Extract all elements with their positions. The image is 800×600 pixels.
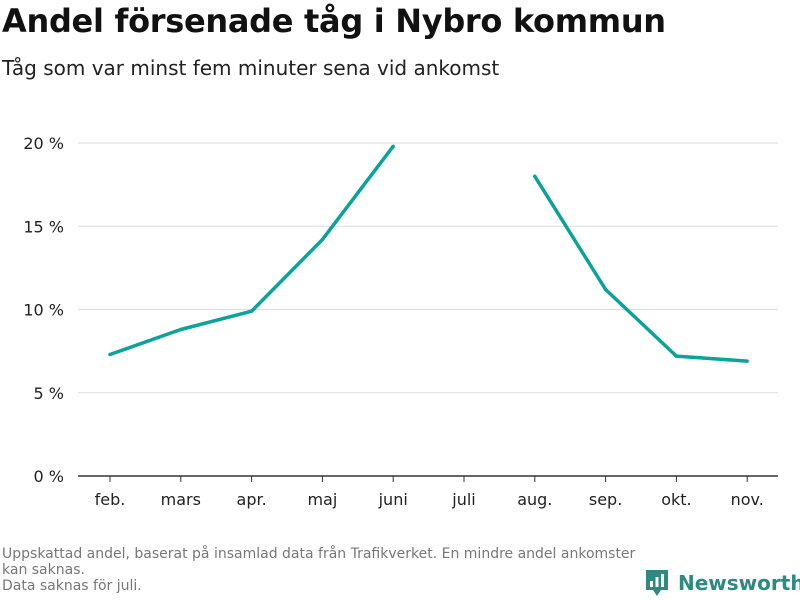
y-tick-label: 20 % [23,134,64,153]
x-tick-label: sep. [589,490,622,509]
data-point [179,327,183,332]
x-tick-label: apr. [237,490,267,509]
data-point [674,354,679,358]
data-point [603,287,608,292]
y-tick-label: 10 % [23,301,64,320]
x-tick-label: maj [307,490,337,509]
series-line-segment [533,175,748,363]
footnote-line-2: Data saknas för juli. [2,578,142,594]
data-point [249,309,254,313]
x-tick-label: okt. [661,490,691,509]
y-tick-label: 5 % [34,384,64,403]
line-chart: 0 % 5 % 10 % 15 % 20 % feb. mars apr. maj juni ju… [23,134,778,509]
x-axis-tick-labels: feb. mars apr. maj juni juli aug. sep. okt. nov. [95,476,764,509]
footnote: Uppskattad andel, baserat på insamlad da… [2,546,642,594]
y-tick-label: 15 % [23,217,64,236]
y-axis-tick-labels: 0 % 5 % 10 % 15 % 20 % [23,134,64,486]
x-tick-label: mars [161,490,201,509]
y-tick-label: 0 % [34,467,64,486]
data-point [745,359,749,363]
x-tick-label: nov. [731,490,764,509]
bar-chart-logo-icon [646,570,668,596]
series-line-segment [109,145,395,357]
x-tick-label: juni [378,490,408,509]
newsworthy-logo: Newsworthy [644,568,800,598]
data-point [320,237,325,242]
series-line [108,144,749,363]
brand-name: Newsworthy [678,571,800,595]
x-tick-label: feb. [95,490,126,509]
x-tick-label: juli [451,490,475,509]
grid-lines [78,142,778,477]
data-point [108,352,112,357]
data-point [391,144,395,149]
chart-subtitle: Tåg som var minst fem minuter sena vid a… [2,56,500,80]
chart-title: Andel försenade tåg i Nybro kommun [2,2,666,40]
data-point [533,174,537,179]
footnote-line-1: Uppskattad andel, baserat på insamlad da… [2,546,636,578]
x-tick-label: aug. [517,490,552,509]
